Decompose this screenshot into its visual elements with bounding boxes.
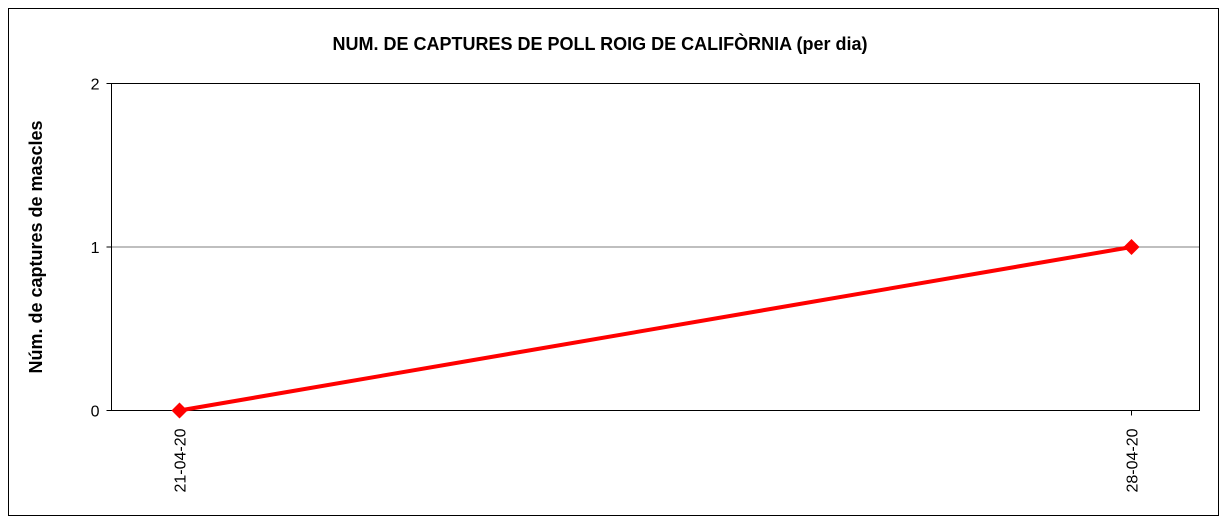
x-tick-label: 28-04-20 bbox=[1125, 428, 1142, 492]
y-tick-label: 1 bbox=[91, 240, 100, 257]
data-point bbox=[171, 402, 188, 419]
y-axis-label: Núm. de captures de mascles bbox=[26, 120, 46, 373]
y-tick-label: 0 bbox=[91, 404, 100, 421]
x-tick-label: 21-04-20 bbox=[173, 428, 190, 492]
data-point bbox=[1123, 239, 1140, 255]
y-tick-label: 2 bbox=[91, 77, 100, 94]
chart-title: NUM. DE CAPTURES DE POLL ROIG DE CALIFÒR… bbox=[332, 33, 867, 54]
series-line bbox=[179, 245, 1132, 413]
